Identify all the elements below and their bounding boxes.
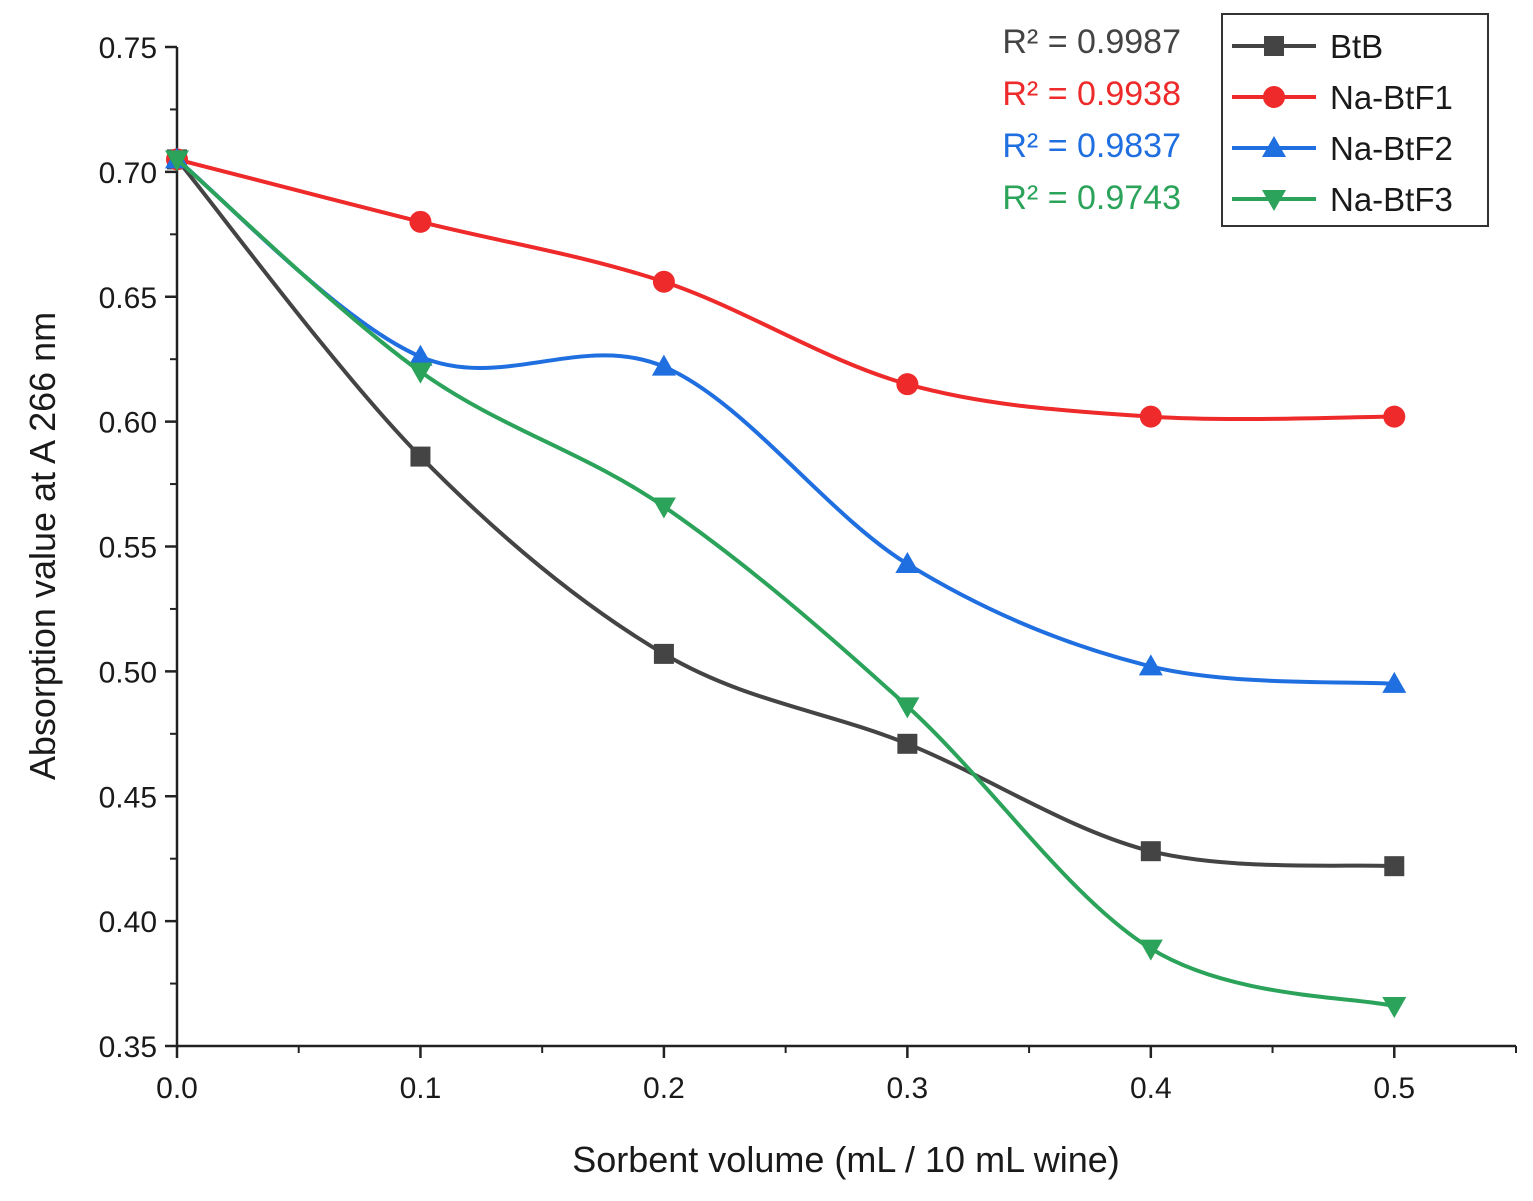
r2-label-na-btf2: R² = 0.9837 — [1002, 127, 1181, 165]
y-tick-label: 0.35 — [99, 1031, 157, 1064]
legend-swatch-marker-btb — [1264, 36, 1284, 56]
x-tick-label: 0.5 — [1373, 1072, 1415, 1105]
series-line-na-btf2 — [175, 157, 1395, 686]
series-na-btf1 — [166, 148, 1406, 428]
y-tick-label: 0.55 — [99, 532, 157, 565]
series-na-btf2 — [165, 147, 1407, 693]
x-tick-label: 0.3 — [887, 1072, 929, 1105]
legend-label-na-btf2: Na-BtF2 — [1330, 130, 1453, 167]
legend-label-na-btf1: Na-BtF1 — [1330, 79, 1453, 116]
data-point-na-btf3 — [408, 362, 433, 384]
legend-swatch-marker-na-btf3 — [1262, 190, 1286, 211]
y-tick-label: 0.65 — [99, 282, 157, 315]
y-tick-label: 0.50 — [99, 656, 157, 689]
data-point-btb — [653, 643, 674, 664]
data-point-btb — [897, 733, 918, 754]
x-tick-label: 0.2 — [643, 1072, 685, 1105]
x-tick-label: 0.1 — [400, 1072, 442, 1105]
data-point-na-btf1 — [409, 210, 432, 233]
data-point-na-btf1 — [652, 270, 675, 293]
data-point-na-btf1 — [1139, 405, 1162, 428]
data-point-na-btf3 — [895, 697, 920, 719]
x-axis-title: Sorbent volume (mL / 10 mL wine) — [572, 1139, 1120, 1180]
data-point-na-btf2 — [1382, 671, 1407, 693]
axes: 0.35 0.40 0.45 0.50 0.55 0.60 0.65 0.70 0.75 0.0 0… — [99, 32, 1517, 1105]
legend-swatch-marker-na-btf1 — [1263, 86, 1285, 108]
data-point-na-btf2 — [895, 551, 920, 573]
x-tick-label: 0.4 — [1130, 1072, 1172, 1105]
y-tick-label: 0.45 — [99, 781, 157, 814]
r2-annotations: R² = 0.9987 R² = 0.9938 R² = 0.9837 R² = 0.… — [1002, 23, 1181, 217]
data-point-na-btf1 — [1383, 405, 1406, 428]
series-na-btf3 — [165, 150, 1407, 1019]
data-point-btb — [1140, 841, 1161, 862]
data-point-btb — [410, 446, 431, 467]
data-point-na-btf3 — [1382, 997, 1407, 1019]
legend: BtB Na-BtF1 Na-BtF2 Na-BtF3 — [1221, 13, 1489, 227]
y-tick-label: 0.70 — [99, 157, 157, 190]
legend-label-btb: BtB — [1330, 28, 1383, 65]
y-axis-title: Absorption value at A 266 nm — [22, 312, 63, 780]
legend-label-na-btf3: Na-BtF3 — [1330, 181, 1453, 218]
x-tick-label: 0.0 — [156, 1072, 198, 1105]
data-point-na-btf1 — [896, 373, 919, 396]
data-point-btb — [1384, 856, 1405, 877]
data-point-na-btf3 — [165, 150, 189, 172]
series-line-btb — [175, 158, 1395, 869]
y-tick-label: 0.40 — [99, 906, 157, 939]
data-point-na-btf2 — [1138, 654, 1163, 676]
data-point-na-btf2 — [408, 344, 433, 366]
series-line-na-btf1 — [176, 157, 1395, 422]
y-tick-label: 0.75 — [99, 32, 157, 65]
data-point-na-btf2 — [651, 354, 676, 376]
data-point-na-btf3 — [1138, 939, 1163, 961]
data-point-na-btf3 — [651, 497, 676, 519]
legend-swatch-marker-na-btf2 — [1262, 136, 1286, 157]
series-btb — [167, 149, 1405, 877]
r2-label-btb: R² = 0.9987 — [1002, 23, 1181, 61]
r2-label-na-btf3: R² = 0.9743 — [1002, 179, 1181, 217]
series-line-na-btf3 — [175, 157, 1395, 1008]
series-layer — [165, 147, 1407, 1019]
y-tick-label: 0.60 — [99, 407, 157, 440]
r2-label-na-btf1: R² = 0.9938 — [1002, 75, 1181, 113]
